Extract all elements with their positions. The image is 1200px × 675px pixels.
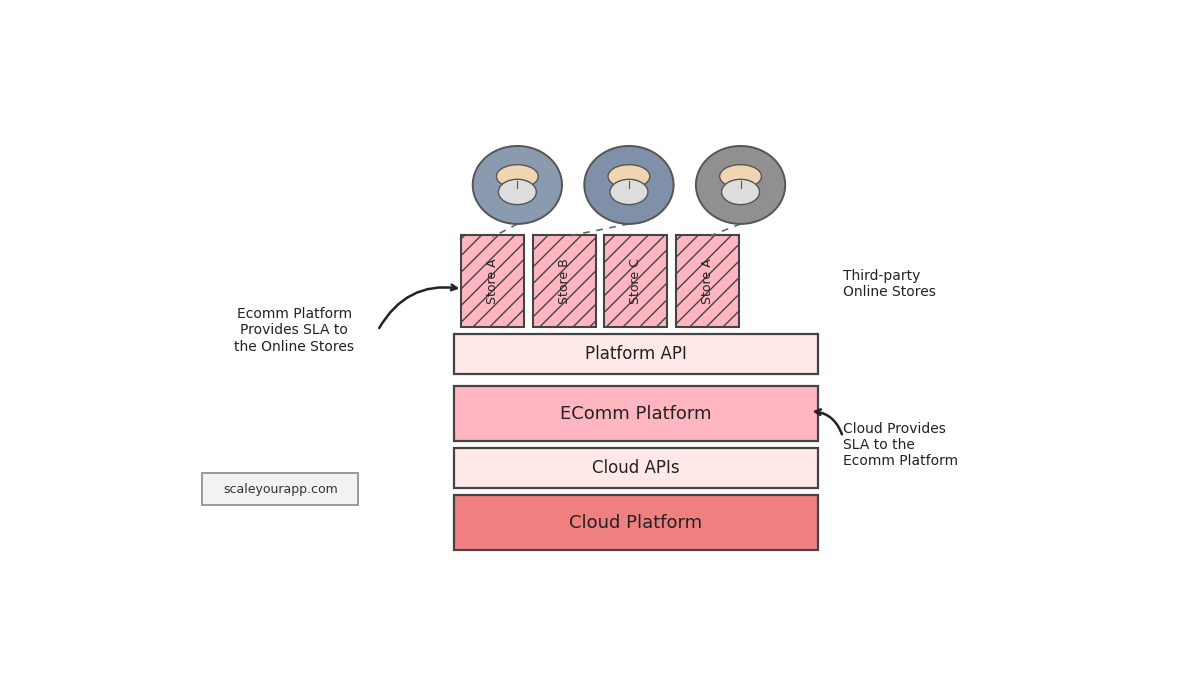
Text: Store A: Store A [486,259,499,304]
FancyBboxPatch shape [454,448,817,488]
Ellipse shape [473,146,562,224]
Circle shape [720,165,762,188]
Text: Store C: Store C [630,258,642,304]
FancyBboxPatch shape [533,236,595,327]
Text: Cloud APIs: Cloud APIs [592,459,679,477]
Text: Store A: Store A [701,259,714,304]
Circle shape [497,165,539,188]
Text: Store B: Store B [558,259,571,304]
FancyBboxPatch shape [605,236,667,327]
Text: Ecomm Platform
Provides SLA to
the Online Stores: Ecomm Platform Provides SLA to the Onlin… [234,307,354,354]
Ellipse shape [696,146,785,224]
FancyBboxPatch shape [676,236,739,327]
FancyBboxPatch shape [202,473,359,505]
Text: Third-party
Online Stores: Third-party Online Stores [842,269,936,299]
Text: scaleyourapp.com: scaleyourapp.com [223,483,337,495]
Ellipse shape [498,180,536,205]
Text: Cloud Provides
SLA to the
Ecomm Platform: Cloud Provides SLA to the Ecomm Platform [842,422,958,468]
Ellipse shape [584,146,673,224]
FancyBboxPatch shape [454,386,817,441]
FancyBboxPatch shape [454,334,817,374]
Ellipse shape [610,180,648,205]
Text: Platform API: Platform API [584,345,686,363]
FancyBboxPatch shape [454,495,817,550]
Text: Cloud Platform: Cloud Platform [569,514,702,532]
Ellipse shape [721,180,760,205]
FancyBboxPatch shape [461,236,524,327]
Circle shape [608,165,650,188]
Text: EComm Platform: EComm Platform [560,404,712,423]
